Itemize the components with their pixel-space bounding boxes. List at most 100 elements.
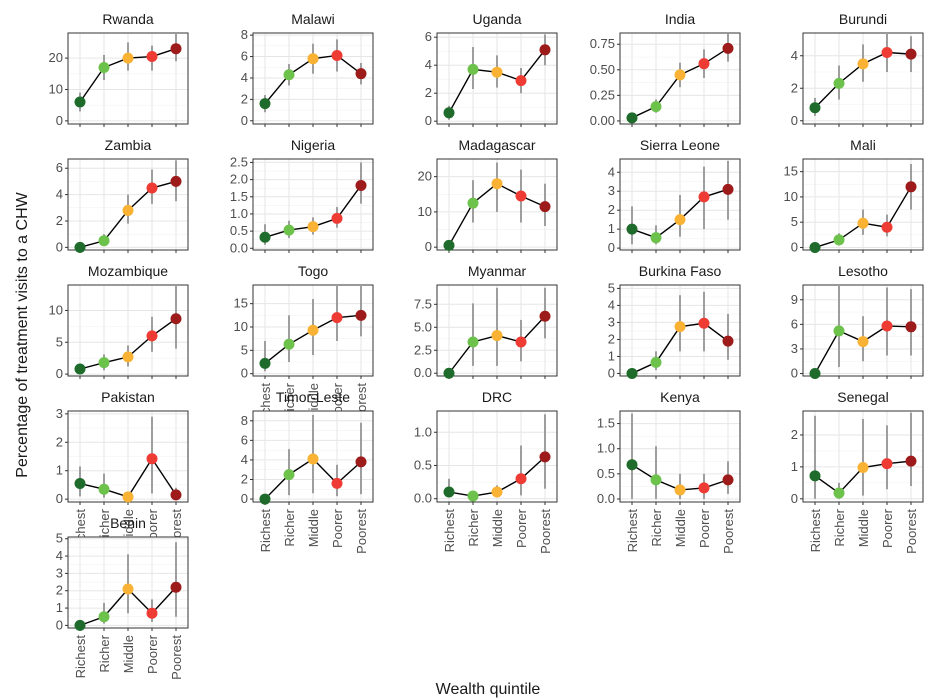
y-tick-label: 2 xyxy=(56,213,63,228)
data-point xyxy=(539,44,551,56)
panel-title: Malawi xyxy=(291,11,335,27)
y-tick-label: 0 xyxy=(608,365,615,380)
panel-title: DRC xyxy=(482,389,512,405)
data-point xyxy=(146,330,158,342)
x-tick-label: Poorer xyxy=(145,634,160,674)
y-tick-label: 0 xyxy=(608,240,615,255)
panel-title: Senegal xyxy=(837,389,888,405)
y-tick-label: 4 xyxy=(608,297,615,312)
data-point xyxy=(98,62,110,74)
y-tick-label: 5 xyxy=(56,334,63,349)
data-point xyxy=(809,241,821,253)
data-point xyxy=(283,69,295,81)
x-tick-label: Poorest xyxy=(904,509,919,554)
x-tick-label: Richest xyxy=(73,635,88,679)
x-tick-label: Richer xyxy=(832,508,847,546)
x-tick-label: Poorest xyxy=(721,509,736,554)
data-point xyxy=(833,77,845,89)
data-point xyxy=(283,224,295,236)
y-tick-label: 20 xyxy=(418,169,432,184)
data-point xyxy=(722,474,734,486)
y-tick-label: 6 xyxy=(791,316,798,331)
panel-title: Burundi xyxy=(839,11,887,27)
data-point xyxy=(857,462,869,474)
data-point xyxy=(146,607,158,619)
panel-title: Timor-Leste xyxy=(276,389,350,405)
panel-title: Mali xyxy=(850,137,876,153)
y-tick-label: 1 xyxy=(608,221,615,236)
data-point xyxy=(355,309,367,321)
data-point xyxy=(809,102,821,114)
data-point xyxy=(650,474,662,486)
data-point xyxy=(905,181,917,193)
y-tick-label: 0.75 xyxy=(590,36,615,51)
y-tick-label: 10 xyxy=(418,204,432,219)
y-tick-label: 1.5 xyxy=(597,416,615,431)
data-point xyxy=(443,239,455,251)
panel-title: Sierra Leone xyxy=(640,137,720,153)
data-point xyxy=(674,321,686,333)
x-tick-label: Richer xyxy=(466,508,481,546)
panel-burkina-faso: Burkina Faso 0 1 2 3 4 5 xyxy=(608,263,741,380)
panel-madagascar: Madagascar 0 10 20 xyxy=(418,137,558,254)
x-tick-label: Middle xyxy=(306,509,321,547)
data-point xyxy=(491,330,503,342)
data-point xyxy=(881,458,893,470)
data-point xyxy=(331,477,343,489)
data-point xyxy=(539,201,551,213)
data-point xyxy=(331,49,343,61)
y-tick-label: 0.0 xyxy=(597,491,615,506)
panel-title: Myanmar xyxy=(468,263,527,279)
y-tick-label: 3 xyxy=(608,314,615,329)
data-point xyxy=(259,493,271,505)
data-point xyxy=(833,234,845,246)
data-point xyxy=(467,63,479,75)
x-tick-label: Richer xyxy=(282,508,297,546)
y-tick-label: 15 xyxy=(234,296,248,311)
y-tick-label: 4 xyxy=(791,48,798,63)
y-tick-label: 0.5 xyxy=(230,223,248,238)
panels-group: Rwanda01020Malawi02468Uganda0246India0.0… xyxy=(49,11,924,680)
x-tick-label: Middle xyxy=(856,509,871,547)
y-tick-label: 1 xyxy=(791,459,798,474)
panel-title: Togo xyxy=(298,263,329,279)
y-tick-label: 6 xyxy=(425,29,432,44)
x-tick-label: Poorer xyxy=(697,508,712,548)
panel-mozambique: Mozambique 0 5 10 xyxy=(49,263,189,381)
y-tick-label: 1.0 xyxy=(597,441,615,456)
data-point xyxy=(674,69,686,81)
x-tick-label: Middle xyxy=(121,635,136,673)
panel-sierra-leone: Sierra Leone 0 1 2 3 4 xyxy=(608,137,741,255)
data-point xyxy=(170,313,182,325)
panel-malawi: Malawi 0 2 4 6 8 xyxy=(241,11,374,128)
data-point xyxy=(98,611,110,623)
x-tick-label: Richest xyxy=(442,509,457,553)
data-point xyxy=(515,75,527,87)
panel-mali: Mali 0 5 10 15 xyxy=(784,137,924,254)
data-point xyxy=(881,47,893,58)
data-point xyxy=(674,484,686,496)
data-point xyxy=(881,221,893,233)
y-tick-label: 20 xyxy=(49,50,63,65)
panel-title: Lesotho xyxy=(838,263,888,279)
y-tick-label: 4 xyxy=(56,187,63,202)
data-point xyxy=(259,98,271,110)
panel-title: Uganda xyxy=(472,11,521,27)
data-point xyxy=(74,363,86,375)
y-tick-label: 0 xyxy=(791,239,798,254)
panel-title: India xyxy=(665,11,696,27)
data-point xyxy=(698,191,710,203)
y-tick-label: 2 xyxy=(425,85,432,100)
x-tick-label: Poorest xyxy=(354,509,369,554)
data-point xyxy=(626,459,638,471)
panel-burundi: Burundi 0 2 4 xyxy=(791,11,924,128)
y-tick-label: 2 xyxy=(791,80,798,95)
data-point xyxy=(722,335,734,347)
y-tick-label: 2 xyxy=(608,331,615,346)
panel-title: Nigeria xyxy=(291,137,336,153)
panel-kenya: Kenya 0.0 0.5 1.0 1.5 Richest Richer Middle Poor… xyxy=(597,389,741,554)
y-tick-label: 5 xyxy=(791,214,798,229)
data-point xyxy=(722,183,734,195)
data-point xyxy=(491,178,503,190)
